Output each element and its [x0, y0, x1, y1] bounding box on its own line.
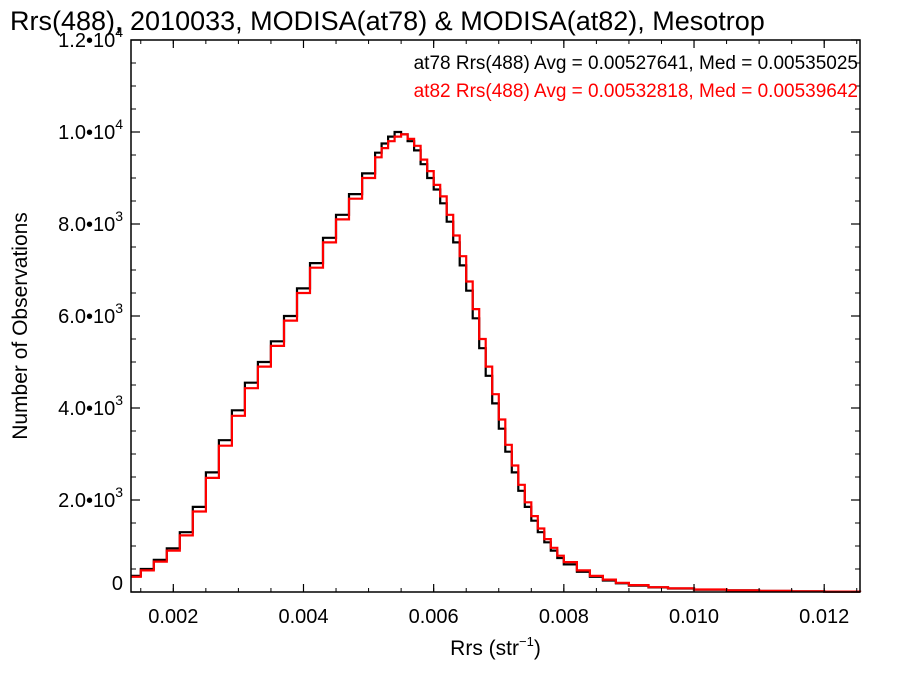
x-tick-label: 0.004 — [278, 606, 328, 628]
x-axis-label-superscript: −1 — [519, 634, 534, 649]
x-tick-label: 0.010 — [669, 606, 719, 628]
series-line-at78 — [131, 130, 862, 593]
y-tick-label: 4.0•103 — [58, 392, 123, 420]
x-tick-labels: 0.002 0.004 0.006 0.008 0.010 0.012 — [148, 606, 849, 628]
x-axis-label-text: Rrs (str — [450, 637, 519, 660]
y-tick-label: 6.0•103 — [58, 300, 123, 328]
chart-title: Rrs(488), 2010033, MODISA(at78) & MODISA… — [10, 6, 765, 36]
y-tick-label: 2.0•103 — [58, 484, 123, 512]
series-line-at82 — [131, 133, 862, 593]
x-tick-label: 0.012 — [799, 606, 849, 628]
y-tick-label: 0 — [112, 573, 123, 595]
y-tick-label: 8.0•103 — [58, 208, 123, 236]
y-tick-label: 1.0•104 — [58, 116, 123, 144]
x-axis-label: Rrs (str−1) — [450, 634, 541, 660]
legend-entry-at78: at78 Rrs(488) Avg = 0.00527641, Med = 0.… — [414, 53, 858, 74]
x-tick-label: 0.008 — [539, 606, 589, 628]
series-layer — [131, 130, 862, 593]
x-tick-label: 0.002 — [148, 606, 198, 628]
y-axis-label: Number of Observations — [9, 212, 32, 440]
ticks-layer — [131, 39, 860, 593]
legend-entry-at82: at82 Rrs(488) Avg = 0.00532818, Med = 0.… — [414, 81, 858, 102]
x-tick-label: 0.006 — [409, 606, 459, 628]
plot-frame — [130, 39, 861, 593]
y-tick-labels: 0 2.0•103 4.0•103 6.0•103 8.0•103 1.0•104 1.2•… — [58, 24, 123, 595]
x-axis-label-suffix: ) — [534, 637, 541, 660]
y-tick-label: 1.2•104 — [58, 24, 123, 52]
